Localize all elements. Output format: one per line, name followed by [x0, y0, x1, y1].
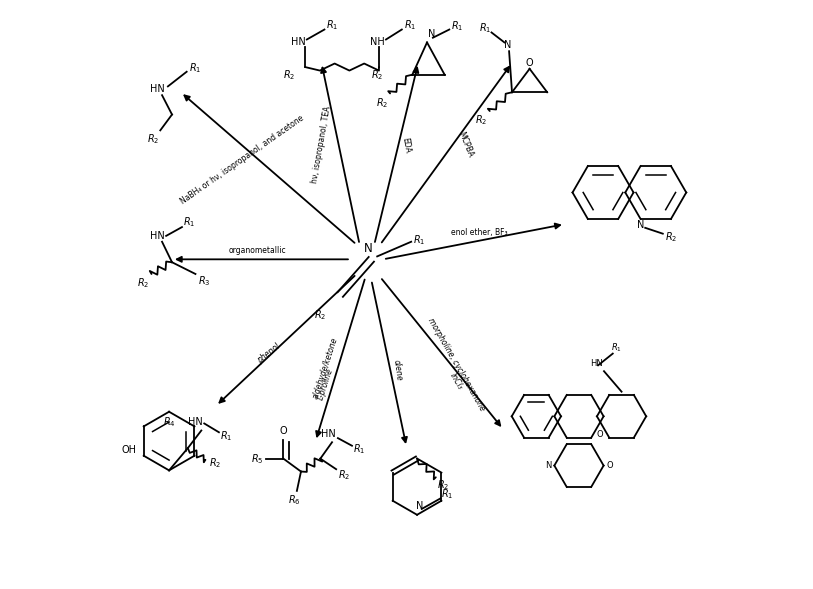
Text: organometallic: organometallic — [228, 246, 286, 255]
Text: O: O — [597, 430, 603, 439]
Text: N: N — [364, 242, 373, 255]
Text: $R_5$: $R_5$ — [250, 452, 263, 465]
Text: $R_1$: $R_1$ — [611, 342, 622, 354]
Text: $R_1$: $R_1$ — [326, 18, 338, 32]
Text: $R_1$: $R_1$ — [480, 21, 492, 35]
Text: NaBH₄ or hν, isopropanol, and acetone: NaBH₄ or hν, isopropanol, and acetone — [179, 114, 306, 206]
Text: NH: NH — [370, 38, 385, 48]
Text: $R_2$: $R_2$ — [137, 276, 149, 290]
Text: $R_2$: $R_2$ — [314, 308, 326, 322]
Text: N: N — [504, 41, 511, 50]
Text: N: N — [416, 501, 424, 511]
Text: enol ether, BF₃: enol ether, BF₃ — [451, 229, 508, 237]
Text: O: O — [280, 425, 287, 435]
Text: $R_2$: $R_2$ — [376, 96, 388, 110]
Text: diene: diene — [391, 359, 403, 382]
Text: HN: HN — [150, 84, 165, 94]
Text: O: O — [606, 461, 613, 470]
Text: $R_2$: $R_2$ — [146, 133, 159, 146]
Text: OH: OH — [121, 445, 137, 455]
Text: $R_1$: $R_1$ — [354, 442, 366, 456]
Text: hν, isopropanol, TEA: hν, isopropanol, TEA — [311, 105, 333, 184]
Text: N: N — [428, 29, 436, 39]
Text: phenol: phenol — [255, 342, 282, 365]
Text: $R_1$: $R_1$ — [189, 61, 202, 75]
Text: $R_2$: $R_2$ — [665, 230, 677, 243]
Text: $R_3$: $R_3$ — [198, 274, 211, 288]
Text: $R_1$: $R_1$ — [184, 216, 196, 229]
Text: N: N — [546, 461, 552, 470]
Text: $R_1$: $R_1$ — [441, 487, 454, 501]
Text: L-proline: L-proline — [316, 367, 335, 401]
Text: $R_2$: $R_2$ — [371, 68, 384, 81]
Text: $R_2$: $R_2$ — [476, 114, 488, 127]
Text: $R_1$: $R_1$ — [220, 429, 233, 444]
Text: $R_2$: $R_2$ — [437, 479, 450, 492]
Text: HN: HN — [150, 231, 165, 241]
Text: MCPBA: MCPBA — [456, 131, 474, 159]
Text: $R_4$: $R_4$ — [163, 415, 176, 429]
Text: N: N — [637, 220, 644, 230]
Text: $R_2$: $R_2$ — [337, 468, 350, 482]
Text: HN: HN — [321, 429, 336, 439]
Text: $R_1$: $R_1$ — [451, 19, 463, 33]
Text: $R_2$: $R_2$ — [209, 456, 221, 470]
Text: morpholine, cyclohexanone: morpholine, cyclohexanone — [426, 317, 487, 413]
Text: HN: HN — [188, 417, 202, 427]
Text: InCl₃: InCl₃ — [448, 372, 465, 391]
Text: EDA: EDA — [401, 137, 412, 154]
Text: aldehyde/ketone: aldehyde/ketone — [311, 336, 340, 400]
Text: O: O — [526, 58, 533, 68]
Text: $R_6$: $R_6$ — [288, 493, 300, 507]
Text: HN: HN — [291, 38, 306, 48]
Text: HN: HN — [590, 359, 603, 368]
Text: $R_1$: $R_1$ — [404, 18, 417, 32]
Text: $R_1$: $R_1$ — [413, 233, 425, 247]
Text: $R_2$: $R_2$ — [283, 68, 295, 81]
